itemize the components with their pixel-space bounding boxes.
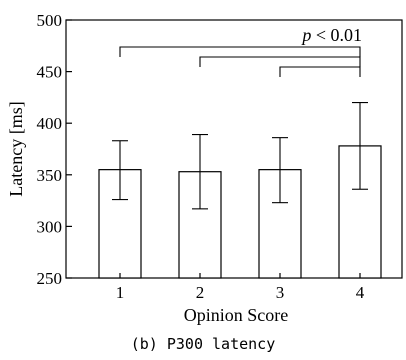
significance-p-symbol: p <box>300 25 311 45</box>
significance-bracket-1-4 <box>119 46 361 57</box>
y-tick-label: 350 <box>37 166 63 185</box>
y-axis-label: Latency [ms] <box>6 101 26 196</box>
y-tick-label: 300 <box>37 217 63 236</box>
x-tick-label-2: 2 <box>196 283 205 302</box>
y-tick-label: 450 <box>37 63 63 82</box>
x-tick-label-1: 1 <box>116 283 125 302</box>
x-tick-label-4: 4 <box>356 283 365 302</box>
plot-frame <box>65 19 403 279</box>
p300-latency-chart: 250 300 350 400 450 500 1 2 3 4 Opinion Score Laten… <box>6 11 403 325</box>
significance-label: p < 0.01 <box>300 25 362 45</box>
y-tick-label: 500 <box>37 11 63 30</box>
y-tick-label: 250 <box>37 269 63 288</box>
x-tick-label-3: 3 <box>276 283 285 302</box>
figure-caption: (b) P300 latency <box>130 335 276 353</box>
x-axis-label: Opinion Score <box>184 305 288 325</box>
significance-bracket-2-4 <box>199 56 361 67</box>
significance-threshold: < 0.01 <box>311 25 362 45</box>
y-tick-label: 400 <box>37 114 63 133</box>
significance-bracket-3-4 <box>279 66 361 77</box>
